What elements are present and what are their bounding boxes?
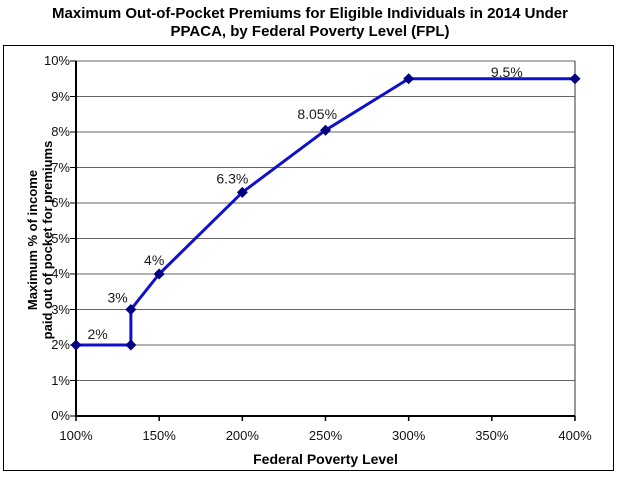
y-tick-label: 5% [51,230,70,246]
x-axis-title: Federal Poverty Level [253,451,398,467]
x-tick-label: 200% [225,428,259,443]
x-tick-label: 400% [558,428,592,443]
data-label: 8.05% [297,106,337,122]
series-marker [153,268,165,280]
series-marker [70,339,82,351]
x-tick-label: 250% [308,428,343,443]
chart-title-line2: PPACA, by Federal Poverty Level (FPL) [170,23,450,40]
y-tick-label: 8% [51,124,70,139]
series-marker [569,73,581,85]
x-tick-label: 350% [475,428,509,443]
y-tick-label: 9% [51,88,70,104]
x-tick-label: 300% [392,428,426,443]
chart-outer-frame [3,45,614,471]
y-tick-label: 0% [51,408,70,423]
y-tick-label: 4% [51,266,70,281]
data-label: 2% [88,326,108,342]
data-label: 9.5% [491,64,523,80]
data-label: 3% [107,290,127,306]
y-tick-label: 1% [51,372,70,388]
series-line [76,77,575,347]
y-tick-label: 7% [51,159,70,175]
x-tick-label: 150% [142,428,176,443]
y-tick-label: 10% [43,53,70,68]
y-tick-label: 2% [51,337,70,352]
series-marker [403,73,415,85]
series-marker [320,124,331,136]
chart-title-line1: Maximum Out-of-Pocket Premiums for Eligi… [52,5,568,22]
series-marker [125,339,137,351]
chart-title: Maximum Out-of-Pocket Premiums for Eligi… [0,5,620,41]
series-marker [125,304,137,315]
y-tick-label: 3% [51,301,70,317]
data-label: 6.3% [216,170,248,186]
y-tick-label: 6% [51,195,70,210]
data-label: 4% [144,252,164,268]
x-tick-label: 100% [59,428,93,443]
series-marker [236,186,248,198]
